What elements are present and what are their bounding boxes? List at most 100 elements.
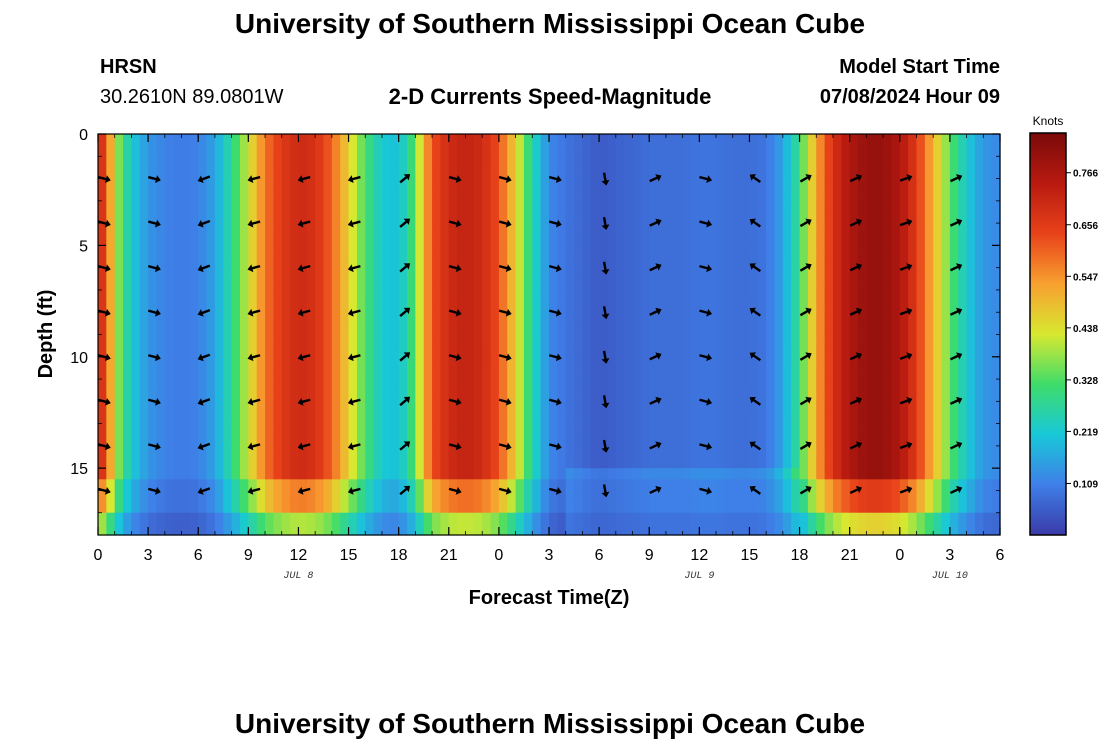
heatmap-cell: [457, 312, 467, 324]
heatmap-cell: [849, 434, 859, 447]
heatmap-cell: [632, 457, 642, 469]
heatmap-cell: [373, 345, 383, 358]
current-arrow: [749, 396, 762, 406]
heatmap-cell: [181, 211, 191, 224]
heatmap-cell: [741, 401, 751, 414]
heatmap-cell: [298, 234, 308, 246]
current-arrow: [799, 174, 812, 183]
heatmap-cell: [206, 501, 216, 514]
heatmap-cell: [615, 211, 625, 224]
heatmap-cell: [974, 512, 984, 525]
heatmap-cell: [114, 367, 124, 380]
heatmap-cell: [340, 145, 350, 157]
heatmap-cell: [732, 312, 742, 324]
current-arrow: [849, 174, 863, 183]
heatmap-cell: [741, 301, 751, 313]
heatmap-cell: [991, 401, 1001, 414]
heatmap-cell: [966, 312, 976, 324]
heatmap-cell: [206, 312, 216, 324]
heatmap-cell: [657, 200, 667, 213]
heatmap-cell: [799, 457, 809, 469]
heatmap-cell: [490, 323, 500, 336]
heatmap-cell: [557, 223, 567, 235]
heatmap-cell: [924, 390, 934, 402]
heatmap-cell: [807, 412, 817, 425]
heatmap-cell: [148, 445, 158, 458]
heatmap-cell: [507, 401, 517, 414]
heatmap-cell: [139, 289, 149, 302]
heatmap-cell: [958, 267, 968, 280]
heatmap-cell: [457, 245, 467, 258]
heatmap-cell: [423, 267, 433, 280]
heatmap-cell: [273, 145, 283, 157]
heatmap-cell: [791, 390, 801, 402]
heatmap-cell: [98, 434, 107, 447]
heatmap-cell: [841, 289, 851, 302]
heatmap-cell: [841, 345, 851, 358]
heatmap-cell: [749, 334, 759, 347]
heatmap-cell: [707, 367, 717, 380]
heatmap-cell: [724, 412, 734, 425]
heatmap-cell: [866, 390, 876, 402]
heatmap-cell: [674, 523, 684, 536]
heatmap-cell: [799, 479, 809, 492]
heatmap-cell: [189, 412, 199, 425]
heatmap-cell: [665, 390, 675, 402]
heatmap-cell: [239, 479, 249, 492]
heatmap-cell: [933, 390, 943, 402]
heatmap-cell: [265, 245, 274, 258]
heatmap-cell: [574, 156, 584, 169]
heatmap-cell: [248, 323, 258, 336]
heatmap-cell: [390, 501, 400, 514]
heatmap-cell: [565, 278, 575, 291]
main-title: University of Southern Mississippi Ocean…: [234, 8, 866, 39]
heatmap-cell: [114, 523, 124, 536]
heatmap-cell: [807, 278, 817, 291]
heatmap-cell: [832, 468, 842, 480]
current-arrow: [97, 487, 111, 495]
heatmap-cell: [958, 167, 968, 180]
heatmap-cell: [131, 401, 141, 414]
x-tick-label: 0: [494, 547, 503, 564]
heatmap-cell: [657, 512, 667, 525]
heatmap-cell: [356, 501, 366, 514]
heatmap-cell: [908, 479, 918, 492]
heatmap-cell: [398, 401, 408, 414]
heatmap-cell: [665, 345, 675, 358]
heatmap-cell: [473, 434, 483, 447]
heatmap-cell: [891, 345, 901, 358]
heatmap-cell: [540, 156, 550, 169]
heatmap-cell: [640, 312, 650, 324]
heatmap-cell: [549, 356, 558, 369]
heatmap-cell: [290, 423, 300, 436]
heatmap-cell: [958, 234, 968, 246]
heatmap-cell: [98, 345, 107, 358]
heatmap-cell: [741, 223, 751, 235]
heatmap-cell: [757, 200, 767, 213]
heatmap-cell: [933, 156, 943, 169]
heatmap-cell: [365, 211, 375, 224]
heatmap-cell: [507, 323, 517, 336]
heatmap-cell: [381, 167, 391, 180]
heatmap-cell: [423, 445, 433, 458]
heatmap-cell: [173, 356, 183, 369]
heatmap-cell: [123, 289, 133, 302]
heatmap-cell: [365, 223, 375, 235]
heatmap-cell: [958, 345, 968, 358]
heatmap-cell: [599, 501, 609, 514]
heatmap-cell: [298, 256, 308, 269]
heatmap-cell: [916, 334, 926, 347]
heatmap-cell: [883, 523, 893, 536]
heatmap-cell: [398, 223, 408, 235]
heatmap-cell: [690, 379, 700, 391]
heatmap-cell: [690, 457, 700, 469]
heatmap-cell: [891, 256, 901, 269]
heatmap-cell: [983, 356, 993, 369]
heatmap-cell: [724, 345, 734, 358]
heatmap-cell: [674, 211, 684, 224]
heatmap-cell: [682, 278, 692, 291]
heatmap-cell: [565, 245, 575, 258]
heatmap-cell: [974, 423, 984, 436]
heatmap-cell: [265, 301, 274, 313]
heatmap-cell: [816, 490, 826, 503]
